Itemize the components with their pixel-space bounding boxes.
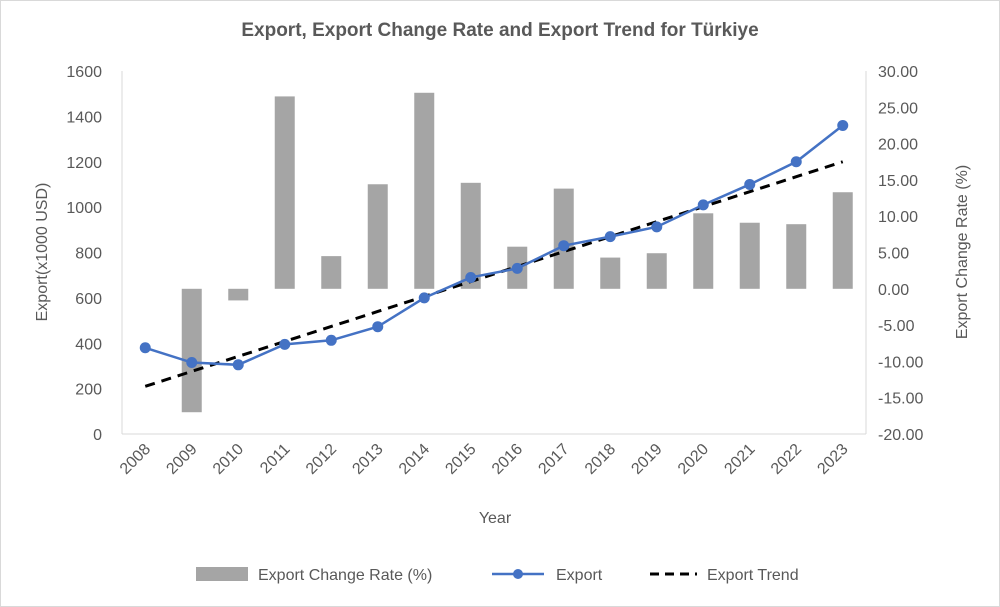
- x-tick-label-2016: 2016: [489, 441, 526, 478]
- x-tick-label-2009: 2009: [163, 441, 200, 478]
- x-tick-label-2022: 2022: [768, 441, 805, 478]
- left-tick-label: 1400: [66, 109, 102, 126]
- right-tick-label: -20.00: [878, 427, 923, 444]
- bar-2009: [181, 288, 202, 413]
- right-tick-label: 25.00: [878, 100, 918, 117]
- legend-label-trend: Export Trend: [707, 567, 799, 584]
- bar-2022: [786, 224, 807, 289]
- bar-2023: [832, 192, 853, 289]
- left-tick-label: 600: [75, 291, 102, 308]
- right-tick-label: -15.00: [878, 391, 923, 408]
- left-tick-label: 1200: [66, 155, 102, 172]
- x-tick-label-2013: 2013: [349, 441, 386, 478]
- legend-label-change-rate: Export Change Rate (%): [258, 567, 432, 584]
- y-axis-label-left: Export(x1000 USD): [34, 183, 51, 322]
- bar-2013: [367, 184, 388, 289]
- right-tick-label: 10.00: [878, 209, 918, 226]
- bar-series: [181, 92, 853, 413]
- line-series: [139, 119, 849, 388]
- export-point-2013: [372, 321, 384, 333]
- legend: Export Change Rate (%) Export Export Tre…: [196, 567, 799, 584]
- left-tick-label: 800: [75, 246, 102, 263]
- x-tick-label-2010: 2010: [210, 441, 247, 478]
- export-point-2014: [418, 292, 430, 304]
- bar-2017: [553, 188, 574, 289]
- x-tick-label-2020: 2020: [675, 441, 712, 478]
- export-point-2020: [697, 199, 709, 211]
- axes: [121, 71, 867, 435]
- x-tick-label-2014: 2014: [396, 441, 433, 478]
- bar-2021: [739, 222, 760, 289]
- legend-swatch-change-rate: [196, 567, 248, 581]
- y-axis-label-right: Export Change Rate (%): [954, 165, 971, 339]
- x-tick-label-2018: 2018: [582, 441, 619, 478]
- export-point-2015: [465, 271, 477, 283]
- left-tick-label: 1000: [66, 200, 102, 217]
- bar-2010: [228, 288, 249, 301]
- export-point-2016: [511, 262, 523, 274]
- x-tick-label-2008: 2008: [117, 441, 154, 478]
- x-tick-label-2023: 2023: [814, 441, 851, 478]
- x-tick-label-2017: 2017: [535, 441, 572, 478]
- legend-marker-export: [513, 569, 523, 579]
- left-tick-label: 400: [75, 336, 102, 353]
- right-tick-label: 5.00: [878, 246, 909, 263]
- right-tick-label: -5.00: [878, 318, 915, 335]
- bar-2020: [693, 213, 714, 289]
- x-axis-label: Year: [479, 510, 512, 527]
- export-line: [144, 124, 844, 367]
- export-point-2012: [325, 334, 337, 346]
- right-tick-label: -10.00: [878, 354, 923, 371]
- x-tick-label-2011: 2011: [257, 441, 293, 477]
- export-point-2017: [558, 240, 570, 252]
- bar-2014: [414, 92, 435, 289]
- bar-2019: [646, 253, 667, 289]
- right-tick-label: 30.00: [878, 64, 918, 81]
- x-tick-label-2019: 2019: [628, 441, 665, 478]
- export-point-2008: [139, 342, 151, 354]
- left-tick-labels: 0 200 400 600 800 1000 1200 1400 1600: [66, 64, 102, 444]
- bar-2015: [460, 182, 481, 289]
- bar-2018: [600, 257, 621, 289]
- export-point-2021: [744, 178, 756, 190]
- x-tick-labels: 2008 2009 2010 2011 2012 2013 2014 2015 2016 2017…: [117, 441, 852, 478]
- bar-2011: [274, 96, 295, 289]
- export-point-2018: [604, 231, 616, 243]
- export-point-2010: [232, 359, 244, 371]
- export-point-2009: [186, 357, 198, 369]
- right-tick-label: 0.00: [878, 282, 909, 299]
- right-tick-labels: -20.00 -15.00 -10.00 -5.00 0.00 5.00 10.00 15.0…: [878, 64, 923, 444]
- export-point-2011: [279, 338, 291, 350]
- right-tick-label: 15.00: [878, 173, 918, 190]
- left-tick-label: 200: [75, 382, 102, 399]
- chart-title: Export, Export Change Rate and Export Tr…: [241, 20, 758, 41]
- bar-2012: [321, 256, 342, 289]
- export-point-2023: [837, 119, 849, 131]
- left-tick-label: 1600: [66, 64, 102, 81]
- x-tick-label-2012: 2012: [303, 441, 340, 478]
- x-tick-label-2021: 2021: [721, 441, 758, 478]
- left-tick-label: 0: [93, 427, 102, 444]
- right-tick-label: 20.00: [878, 137, 918, 154]
- x-tick-label-2015: 2015: [442, 441, 479, 478]
- legend-label-export: Export: [556, 567, 603, 584]
- export-point-2022: [790, 156, 802, 168]
- export-point-2019: [651, 221, 663, 233]
